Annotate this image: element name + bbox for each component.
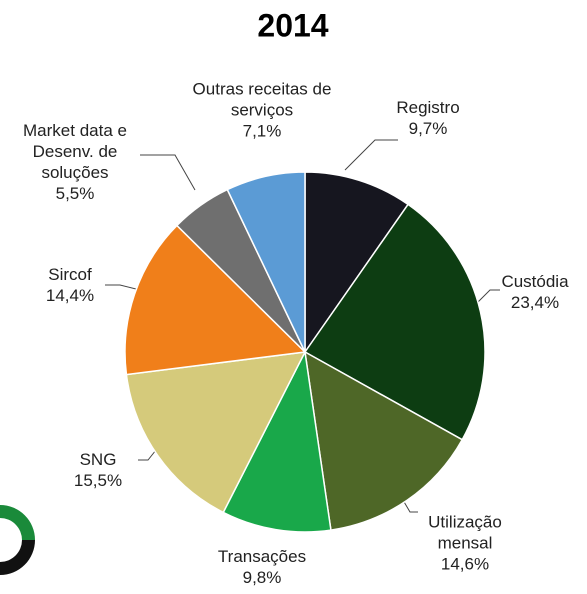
slice-label: Market data e Desenv. de soluções 5,5% [5, 120, 145, 204]
chart-title: 2014 [257, 7, 329, 44]
slice-label: Custódia 23,4% [485, 271, 585, 313]
pie-slice [226, 171, 306, 353]
category-name: Registro [396, 98, 460, 117]
slice-label: Transações 9,8% [197, 546, 327, 588]
value-label: 9,7% [408, 119, 448, 138]
value-label: 7,1% [242, 121, 282, 141]
pie-slice [124, 224, 307, 376]
value-label: 14,4% [45, 286, 95, 305]
category-name: Transações [217, 547, 307, 566]
value-label: 5,5% [55, 184, 95, 203]
slice-label: Utilização mensal 14,6% [405, 512, 525, 575]
pie-slice [304, 350, 464, 531]
pie [124, 171, 486, 533]
category-name: Outras receitas de serviços [192, 79, 332, 120]
pie-slice [304, 171, 410, 355]
leader [140, 154, 196, 191]
category-name: Utilização mensal [428, 512, 502, 553]
value-label: 14,6% [440, 554, 490, 574]
slice-label: Outras receitas de serviços 7,1% [177, 79, 347, 142]
category-name: Market data e Desenv. de soluções [23, 121, 127, 182]
leader [105, 284, 141, 291]
slice-label: SNG 15,5% [58, 449, 138, 491]
value-label: 9,8% [242, 568, 282, 587]
category-name: Custódia [501, 272, 569, 291]
value-label: 15,5% [73, 471, 123, 490]
category-name: SNG [79, 450, 117, 469]
category-name: Sircof [48, 265, 92, 284]
pie-slice [125, 351, 307, 514]
pie-slice [222, 349, 332, 533]
logo [0, 505, 35, 540]
value-label: 23,4% [510, 293, 560, 312]
leader-lines [105, 139, 500, 513]
logo [0, 540, 35, 575]
leader [344, 139, 398, 171]
pie-slice [303, 203, 486, 441]
slice-label: Sircof 14,4% [30, 264, 110, 306]
slice-label: Registro 9,7% [368, 97, 488, 139]
